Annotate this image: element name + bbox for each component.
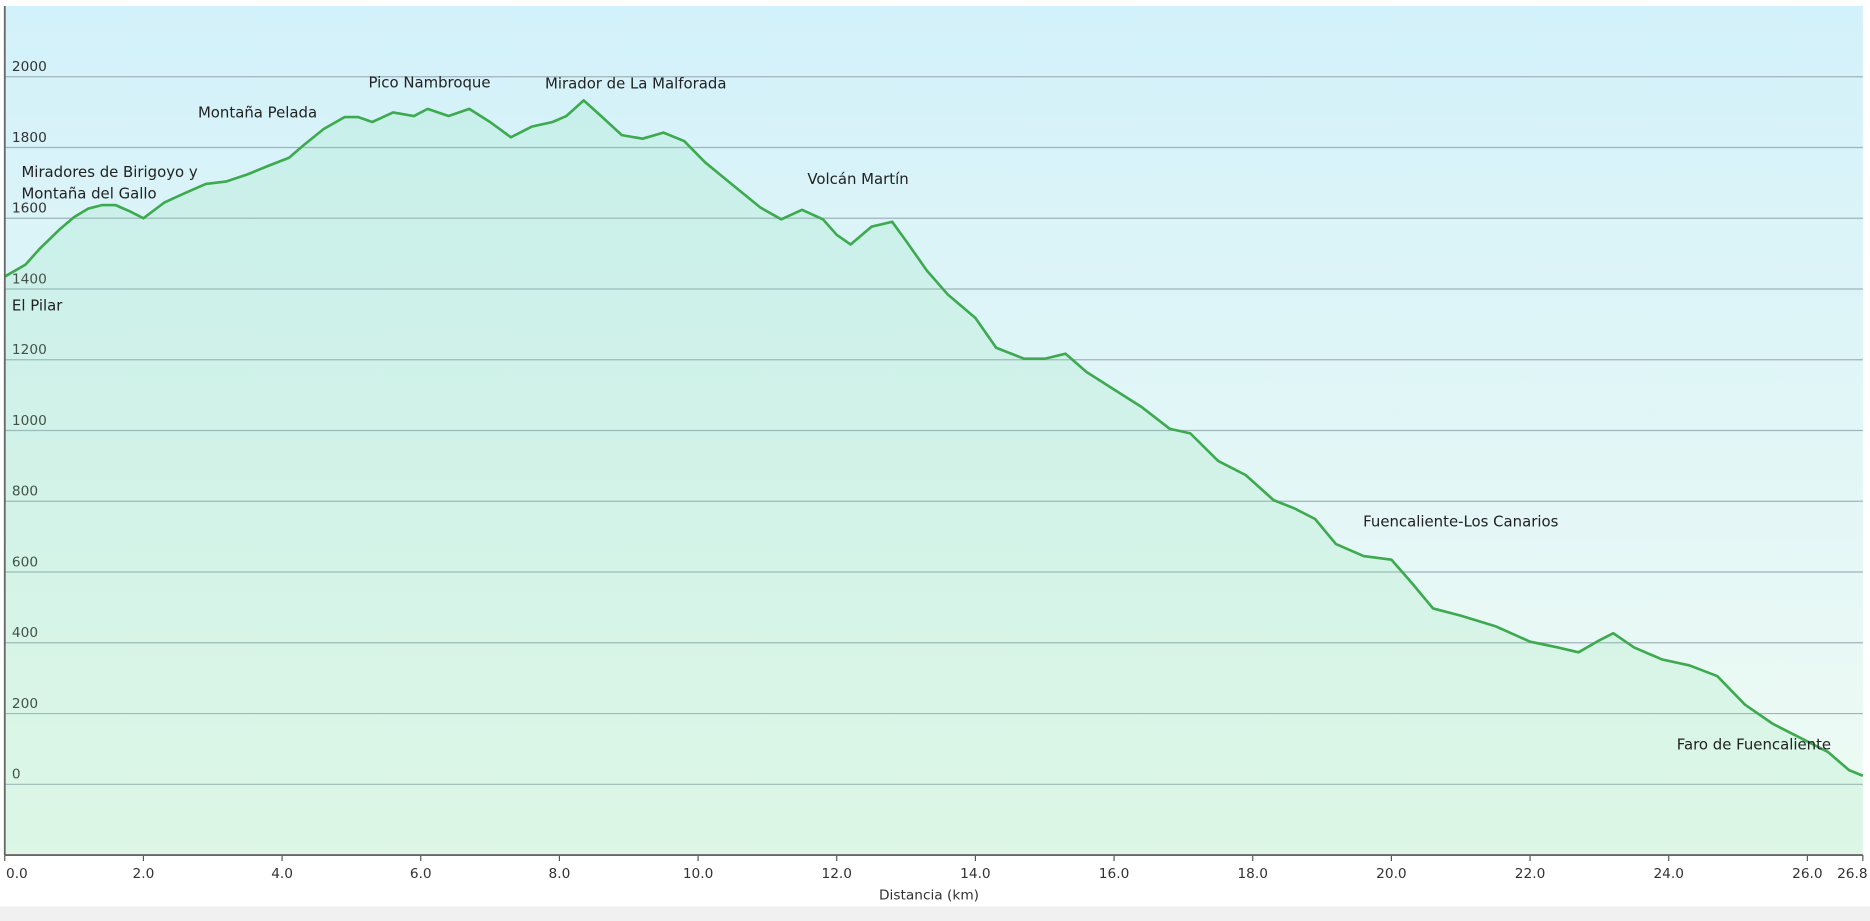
x-tick-label: 26.0 (1792, 866, 1823, 882)
area (4, 100, 1863, 856)
annotation: Pico Nambroque (369, 73, 491, 91)
annotation: Montaña Pelada (198, 103, 317, 121)
annotation: Miradores de Birigoyo y (21, 163, 197, 181)
x-tick-label: 6.0 (410, 866, 432, 882)
x-tick-label: 22.0 (1515, 866, 1546, 882)
x-tick-label: 20.0 (1376, 866, 1407, 882)
x-tick-label: 0.0 (6, 866, 28, 882)
y-tick-label: 1400 (12, 271, 47, 287)
annotation: Faro de Fuencaliente (1677, 735, 1831, 753)
y-tick-label: 400 (12, 625, 38, 641)
x-tick-label: 12.0 (821, 866, 852, 882)
y-tick-label: 800 (12, 484, 38, 500)
x-tick-label: 16.0 (1099, 866, 1130, 882)
y-tick-label: 1800 (12, 130, 47, 146)
annotation: Fuencaliente-Los Canarios (1363, 512, 1558, 530)
x-tick-label: 14.0 (960, 866, 991, 882)
y-tick-label: 2000 (12, 59, 47, 75)
y-tick-label: 1600 (12, 201, 47, 217)
x-tick-label: 2.0 (133, 866, 155, 882)
x-tick-label: 18.0 (1237, 866, 1268, 882)
annotation: El Pilar (12, 296, 63, 314)
x-axis-label: Distancia (km) (879, 888, 979, 904)
annotation: Volcán Martín (807, 170, 908, 188)
y-tick-label: 0 (12, 767, 21, 783)
y-tick-label: 200 (12, 696, 38, 712)
y-tick-label: 600 (12, 554, 38, 570)
x-tick-label: 24.0 (1653, 866, 1684, 882)
elevation-line (4, 99, 1864, 777)
x-tick-label: 8.0 (549, 866, 571, 882)
y-tick-label: 1000 (12, 413, 47, 429)
x-tick-label: 10.0 (683, 866, 714, 882)
y-tick-label: 1200 (12, 342, 47, 358)
x-tick-label: 4.0 (271, 866, 293, 882)
x-tick-label: 26.8 (1837, 866, 1868, 882)
annotation: Montaña del Gallo (21, 184, 156, 202)
annotation: Mirador de La Malforada (545, 75, 726, 93)
